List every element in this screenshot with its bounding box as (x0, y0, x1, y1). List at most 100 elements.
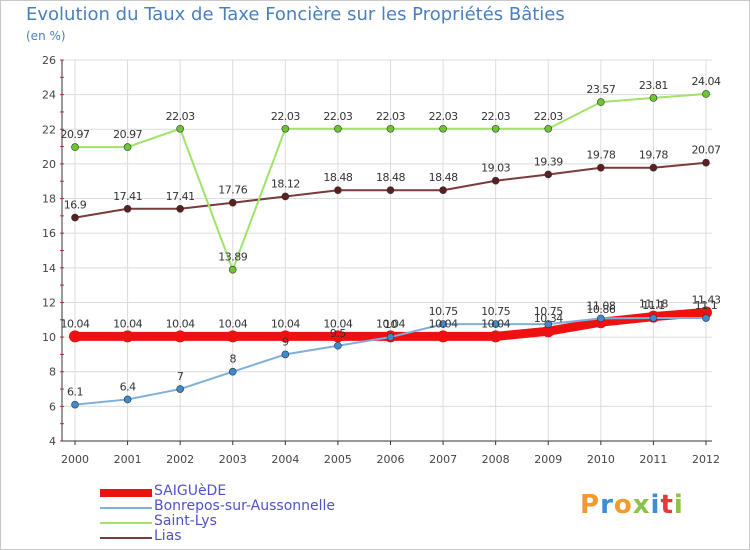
data-point-saint-lys (386, 124, 395, 133)
data-label-saigu-de: 11.18 (639, 298, 668, 311)
logo-letter: o (613, 490, 633, 520)
data-point-saigu-de (489, 330, 502, 343)
data-point-saint-lys (491, 124, 500, 133)
data-point-bonrepos-sur-aussonnelle (334, 341, 342, 350)
data-label-saint-lys: 22.03 (534, 110, 563, 123)
data-point-saigu-de (121, 330, 134, 343)
data-label-saigu-de: 10.34 (534, 312, 563, 325)
data-label-saint-lys: 22.03 (271, 110, 300, 123)
data-point-bonrepos-sur-aussonnelle (123, 395, 132, 404)
data-point-saigu-de (700, 306, 712, 319)
data-point-saint-lys (228, 265, 237, 274)
x-tick-label: 2005 (324, 453, 352, 466)
data-point-lias (281, 192, 290, 201)
data-label-saint-lys: 23.81 (639, 79, 668, 92)
data-label-bonrepos-sur-aussonnelle: 11.1 (642, 299, 665, 312)
legend-swatch (100, 537, 152, 539)
data-label-lias: 19.78 (639, 149, 668, 162)
data-point-bonrepos-sur-aussonnelle (439, 320, 447, 328)
legend-swatch (100, 507, 152, 509)
x-tick-label: 2008 (482, 453, 510, 466)
legend-label: SAIGUèDE (154, 483, 227, 499)
data-point-lias (491, 176, 500, 185)
data-label-saigu-de: 10.04 (113, 317, 142, 330)
data-label-bonrepos-sur-aussonnelle: 9 (282, 335, 289, 348)
data-label-saigu-de: 10.04 (166, 317, 195, 330)
data-label-saigu-de: 10.04 (271, 317, 300, 330)
data-label-lias: 19.39 (534, 155, 563, 168)
x-tick-label: 2003 (219, 453, 247, 466)
data-point-lias (702, 158, 710, 167)
data-label-lias: 18.48 (323, 171, 352, 184)
data-point-lias (544, 170, 553, 179)
data-label-bonrepos-sur-aussonnelle: 10.75 (429, 305, 458, 318)
data-label-lias: 18.48 (429, 171, 458, 184)
data-label-saint-lys: 13.89 (218, 251, 247, 264)
data-point-lias (123, 204, 132, 213)
data-label-lias: 19.78 (586, 149, 615, 162)
data-label-lias: 17.76 (218, 184, 247, 197)
legend-label: Saint-Lys (154, 513, 217, 529)
x-tick-label: 2000 (61, 453, 89, 466)
data-point-bonrepos-sur-aussonnelle (702, 314, 710, 322)
logo-letter: x (632, 490, 651, 520)
data-point-saigu-de (437, 330, 450, 343)
data-point-saigu-de (542, 325, 555, 338)
data-point-bonrepos-sur-aussonnelle (649, 314, 658, 322)
data-point-saint-lys (649, 94, 658, 102)
data-label-saint-lys: 20.97 (61, 128, 90, 141)
legend-swatch (100, 522, 152, 524)
data-point-saigu-de (279, 330, 292, 343)
data-label-saigu-de: 10.04 (481, 317, 510, 330)
y-axis-unit-label: (en %) (26, 29, 66, 43)
legend-label: Lias (154, 528, 182, 544)
data-label-saint-lys: 22.03 (429, 110, 458, 123)
data-label-bonrepos-sur-aussonnelle: 7 (177, 370, 184, 383)
data-label-saint-lys: 22.03 (481, 110, 510, 123)
logo-letter: i (650, 490, 661, 520)
data-label-saigu-de: 10.04 (429, 317, 458, 330)
data-label-bonrepos-sur-aussonnelle: 6.4 (120, 380, 136, 393)
data-label-bonrepos-sur-aussonnelle: 6.1 (67, 386, 83, 399)
logo-letter: i (673, 490, 684, 520)
x-tick-label: 2011 (639, 453, 667, 466)
data-label-bonrepos-sur-aussonnelle: 10.75 (534, 305, 563, 318)
data-point-lias (228, 198, 237, 207)
data-point-saint-lys (439, 124, 447, 133)
data-label-lias: 16.9 (64, 199, 87, 212)
x-tick-label: 2010 (587, 453, 615, 466)
y-tick-label: 20 (42, 158, 56, 171)
data-point-saint-lys (71, 143, 79, 151)
x-tick-label: 2004 (271, 453, 299, 466)
data-label-lias: 18.48 (376, 171, 405, 184)
y-tick-label: 16 (42, 227, 56, 240)
data-label-saint-lys: 22.03 (376, 110, 405, 123)
data-point-saint-lys (597, 98, 605, 106)
data-label-saint-lys: 22.03 (323, 110, 352, 123)
data-point-lias (597, 163, 605, 172)
data-point-bonrepos-sur-aussonnelle (228, 367, 237, 376)
data-label-saigu-de: 10.04 (218, 317, 247, 330)
data-label-bonrepos-sur-aussonnelle: 10.75 (481, 305, 510, 318)
y-tick-label: 26 (42, 54, 56, 67)
data-label-lias: 18.12 (271, 177, 300, 190)
x-tick-label: 2006 (377, 453, 405, 466)
data-point-bonrepos-sur-aussonnelle (386, 333, 395, 341)
y-tick-label: 10 (42, 331, 56, 344)
data-label-saigu-de: 10.86 (586, 303, 615, 316)
proxiti-logo: Proxiti (580, 490, 684, 520)
data-point-lias (439, 186, 447, 195)
data-label-saigu-de: 11.43 (692, 293, 721, 306)
data-point-saint-lys (176, 124, 184, 133)
data-point-saint-lys (334, 124, 342, 133)
y-tick-label: 14 (42, 262, 56, 275)
y-tick-label: 6 (49, 400, 56, 413)
data-label-lias: 19.03 (481, 162, 510, 175)
data-label-bonrepos-sur-aussonnelle: 11.08 (586, 299, 615, 312)
data-label-saint-lys: 24.04 (692, 75, 721, 88)
data-point-saint-lys (702, 90, 710, 98)
data-point-bonrepos-sur-aussonnelle (544, 320, 553, 328)
data-label-bonrepos-sur-aussonnelle: 8 (230, 353, 237, 366)
data-label-saint-lys: 20.97 (113, 128, 142, 141)
